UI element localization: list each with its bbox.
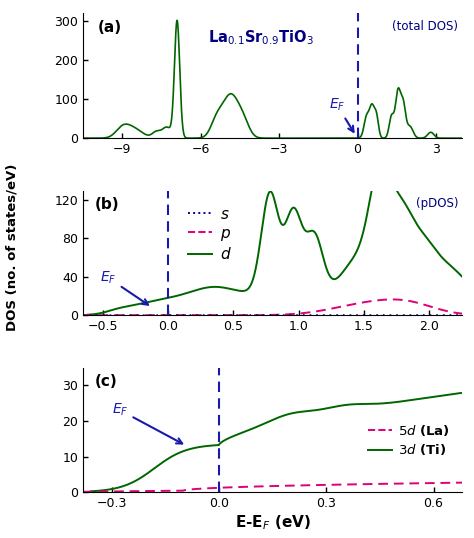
- Legend: $5\it{d}$ (La), $3\it{d}$ (Ti): $5\it{d}$ (La), $3\it{d}$ (Ti): [363, 417, 456, 463]
- Text: La$_{0.1}$Sr$_{0.9}$TiO$_{3}$: La$_{0.1}$Sr$_{0.9}$TiO$_{3}$: [208, 29, 314, 47]
- Text: (a): (a): [98, 20, 122, 34]
- Text: $E_F$: $E_F$: [111, 402, 182, 443]
- Text: (pDOS): (pDOS): [416, 197, 458, 210]
- Text: (total DOS): (total DOS): [392, 20, 458, 33]
- Text: (c): (c): [94, 374, 117, 389]
- Text: (b): (b): [94, 197, 119, 212]
- Text: DOS (no. of states/eV): DOS (no. of states/eV): [5, 164, 18, 331]
- Text: $E_F$: $E_F$: [329, 97, 354, 132]
- Text: $E_F$: $E_F$: [100, 270, 148, 305]
- Legend: $\it{s}$, $\it{p}$, $\it{d}$: $\it{s}$, $\it{p}$, $\it{d}$: [182, 201, 237, 268]
- X-axis label: E-E$_{F}$ (eV): E-E$_{F}$ (eV): [235, 513, 310, 532]
